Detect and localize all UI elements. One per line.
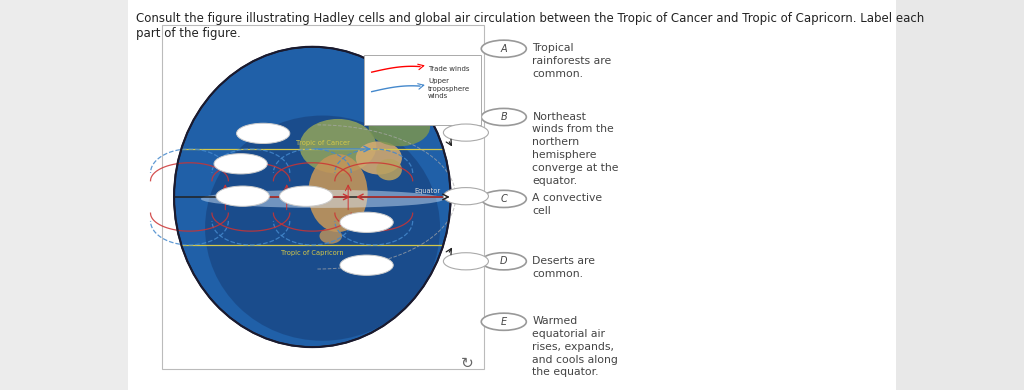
Ellipse shape — [201, 190, 444, 208]
Circle shape — [481, 313, 526, 330]
Text: Equator: Equator — [414, 188, 440, 194]
Circle shape — [214, 154, 267, 174]
Ellipse shape — [190, 126, 229, 268]
Circle shape — [443, 124, 488, 141]
Text: Tropical
rainforests are
common.: Tropical rainforests are common. — [532, 43, 611, 79]
Text: Deserts are
common.: Deserts are common. — [532, 256, 596, 278]
Circle shape — [237, 123, 290, 144]
Ellipse shape — [182, 130, 221, 264]
Text: Tropic of Cancer: Tropic of Cancer — [296, 140, 349, 146]
Circle shape — [481, 40, 526, 57]
Circle shape — [340, 212, 393, 232]
Circle shape — [481, 253, 526, 270]
Circle shape — [280, 186, 333, 206]
Ellipse shape — [199, 122, 238, 272]
Circle shape — [443, 253, 488, 270]
Text: Northeast
winds from the
northern
hemisphere
converge at the
equator.: Northeast winds from the northern hemisp… — [532, 112, 618, 186]
Ellipse shape — [308, 154, 368, 232]
Text: A: A — [501, 44, 507, 54]
Text: Upper
troposphere
winds: Upper troposphere winds — [428, 78, 470, 99]
Bar — [162, 25, 484, 369]
Ellipse shape — [319, 228, 342, 244]
Text: ↻: ↻ — [461, 356, 473, 371]
Circle shape — [340, 255, 393, 275]
Text: D: D — [500, 256, 508, 266]
Text: Consult the figure illustrating Hadley cells and global air circulation between : Consult the figure illustrating Hadley c… — [136, 12, 925, 40]
Bar — [896, 0, 1024, 390]
Circle shape — [443, 188, 488, 205]
Ellipse shape — [205, 115, 440, 341]
Text: Trade winds: Trade winds — [428, 66, 470, 72]
Bar — [128, 0, 896, 390]
Ellipse shape — [207, 118, 246, 276]
Ellipse shape — [369, 107, 430, 146]
Circle shape — [481, 190, 526, 207]
Text: Tropic of Capricorn: Tropic of Capricorn — [281, 250, 344, 255]
Text: C: C — [501, 194, 507, 204]
Text: B: B — [501, 112, 507, 122]
Text: Warmed
equatorial air
rises, expands,
and cools along
the equator.: Warmed equatorial air rises, expands, an… — [532, 316, 618, 378]
Ellipse shape — [174, 47, 451, 347]
Ellipse shape — [356, 142, 402, 175]
Text: E: E — [501, 317, 507, 327]
Circle shape — [481, 108, 526, 126]
Ellipse shape — [300, 119, 377, 174]
Ellipse shape — [366, 221, 378, 232]
Ellipse shape — [377, 159, 402, 180]
Bar — [364, 55, 481, 125]
Circle shape — [216, 186, 269, 206]
Text: A convective
cell: A convective cell — [532, 193, 602, 216]
